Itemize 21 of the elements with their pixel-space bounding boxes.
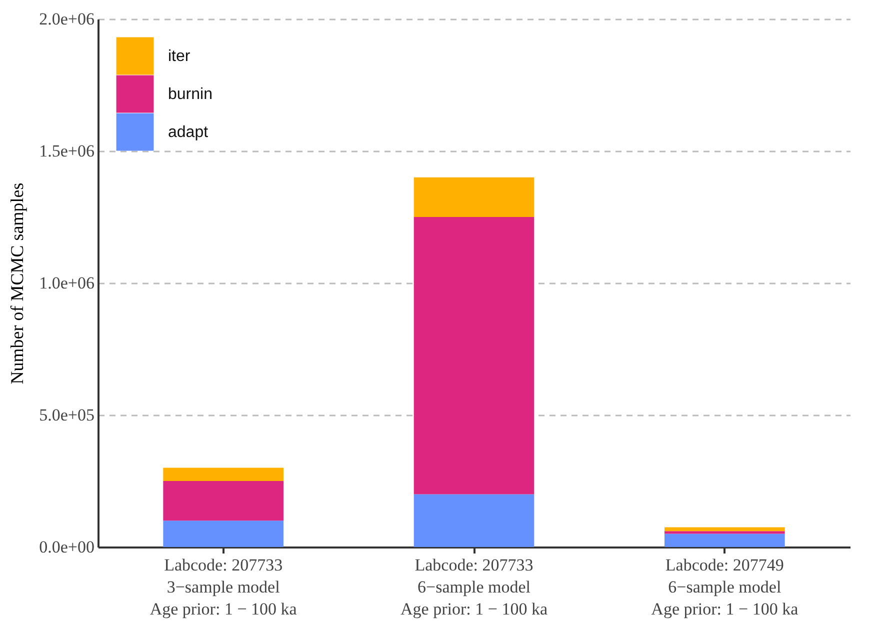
bar <box>414 494 534 547</box>
bar <box>163 468 284 481</box>
bar <box>664 531 785 534</box>
bar <box>163 481 284 521</box>
x-tick-label: Labcode: 207749 6−sample model Age prior: 1 − 100 ka <box>651 556 799 618</box>
y-tick-label: 2.0e+06 <box>39 10 94 28</box>
bar <box>664 534 785 547</box>
bar <box>163 520 284 547</box>
y-tick-label: 0.0e+00 <box>39 538 94 556</box>
x-tick-label: Labcode: 207733 3−sample model Age prior: 1 − 100 ka <box>150 556 298 618</box>
legend-label: iter <box>168 48 191 65</box>
y-tick-label: 1.0e+06 <box>39 274 94 292</box>
y-tick-label: 1.5e+06 <box>39 142 94 160</box>
y-axis-title: Number of MCMC samples <box>7 182 28 384</box>
legend-label: burnin <box>168 86 212 103</box>
bar <box>414 217 534 494</box>
bar <box>664 527 785 532</box>
legend-label: adapt <box>168 124 209 141</box>
bar <box>414 177 534 217</box>
x-tick-label: Labcode: 207733 6−sample model Age prior: 1 − 100 ka <box>400 556 548 618</box>
y-tick-label: 5.0e+05 <box>39 406 94 424</box>
